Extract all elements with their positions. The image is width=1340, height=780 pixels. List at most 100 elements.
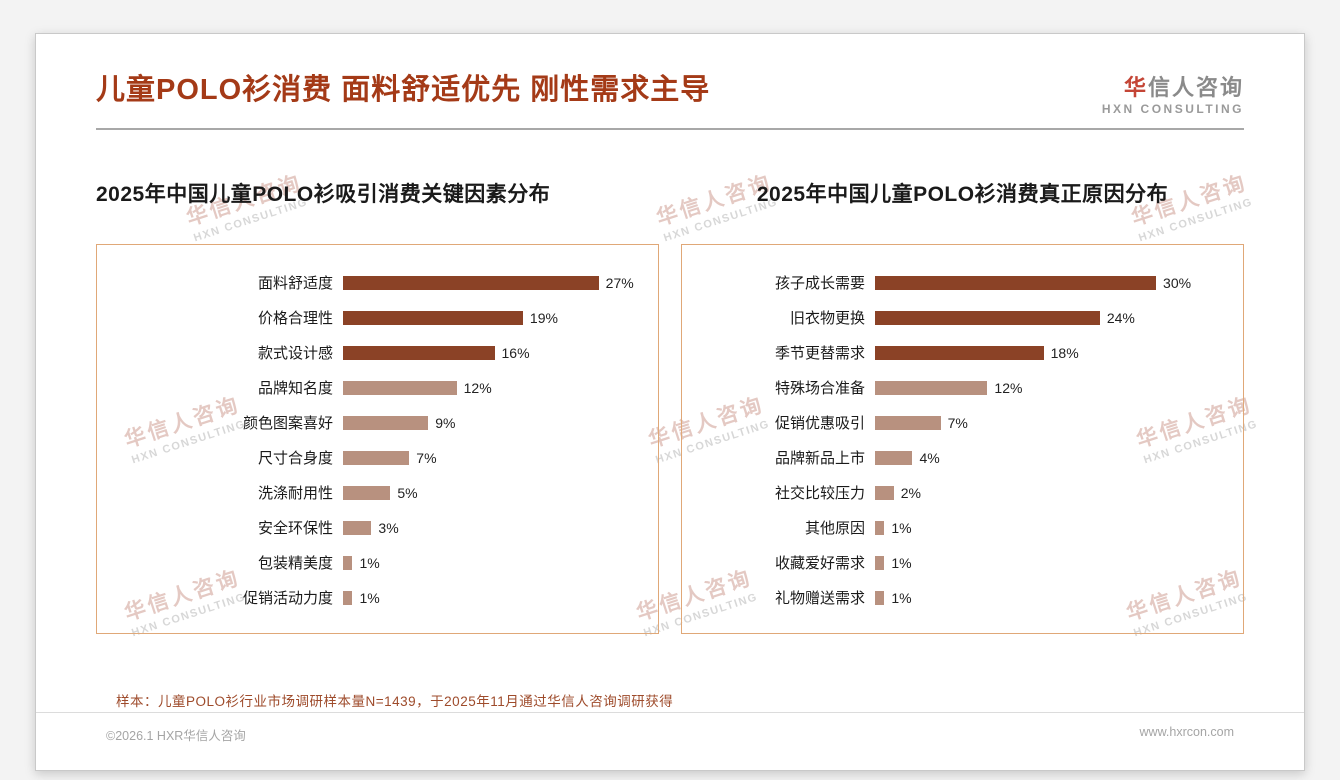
bar-track: 18% — [875, 345, 1231, 361]
bar-category-label: 季节更替需求 — [774, 345, 865, 363]
bar — [343, 310, 523, 325]
logo: 华信人咨询 HXN CONSULTING — [1101, 75, 1244, 117]
bar-category-label: 孩子成长需要 — [774, 275, 865, 293]
bar-category-label: 促销活动力度 — [242, 590, 333, 608]
bar-track: 1% — [875, 555, 1231, 571]
bar-value-label: 5% — [397, 484, 418, 501]
bar-track: 2% — [875, 485, 1231, 501]
bar-value-label: 12% — [994, 379, 1023, 396]
bar-value-label: 1% — [891, 554, 912, 571]
bar-category-label: 品牌新品上市 — [774, 450, 865, 468]
chart-title-key-factors: 2025年中国儿童POLO衫吸引消费关键因素分布 — [96, 183, 551, 207]
copyright-text: ©2026.1 HXR华信人咨询 — [106, 729, 246, 743]
bar-track: 12% — [875, 380, 1231, 396]
bar-category-label: 颜色图案喜好 — [242, 415, 333, 433]
chart-section-real-reasons: 2025年中国儿童POLO衫消费真正原因分布 孩子成长需要 30% 旧衣物更换 24%… — [681, 178, 1244, 635]
bar-row: 旧衣物更换 24% — [690, 300, 1231, 335]
bar-track: 16% — [343, 345, 646, 361]
bar-row: 社交比较压力 2% — [690, 475, 1231, 510]
logo-accent-char: 华 — [1123, 75, 1148, 100]
bar-value-label: 7% — [416, 449, 437, 466]
bar-row: 尺寸合身度 7% — [105, 440, 646, 475]
bar-track: 24% — [875, 310, 1231, 326]
bar-value-label: 1% — [891, 589, 912, 606]
bar-track: 1% — [875, 520, 1231, 536]
bar-row: 促销活动力度 1% — [105, 580, 646, 615]
bar-row: 孩子成长需要 30% — [690, 265, 1231, 300]
bar-category-label: 其他原因 — [804, 520, 865, 538]
bar-category-label: 尺寸合身度 — [257, 450, 333, 468]
logo-en-text: HXN CONSULTING — [1101, 102, 1244, 117]
charts-container: 2025年中国儿童POLO衫吸引消费关键因素分布 面料舒适度 27% 价格合理性 19… — [96, 178, 1244, 635]
bar — [875, 345, 1044, 360]
bar-row: 品牌知名度 12% — [105, 370, 646, 405]
bar-value-label: 4% — [919, 449, 940, 466]
bar — [875, 555, 885, 570]
bar-track: 9% — [343, 415, 646, 431]
bar-value-label: 27% — [605, 274, 634, 291]
bar-category-label: 收藏爱好需求 — [774, 555, 865, 573]
bar — [343, 380, 457, 395]
bar-row: 其他原因 1% — [690, 510, 1231, 545]
bar-category-label: 包装精美度 — [257, 555, 333, 573]
logo-cn-text: 华信人咨询 — [1102, 75, 1244, 100]
bar-category-label: 促销优惠吸引 — [774, 415, 865, 433]
bar — [343, 520, 372, 535]
bar-value-label: 3% — [378, 519, 399, 536]
website-text: www.hxrcon.com — [1139, 725, 1234, 739]
bar-category-label: 品牌知名度 — [257, 380, 333, 398]
bar-row: 安全环保性 3% — [105, 510, 646, 545]
bar — [875, 590, 885, 605]
bar-value-label: 9% — [435, 414, 456, 431]
bar-row: 价格合理性 19% — [105, 300, 646, 335]
bar-category-label: 价格合理性 — [257, 310, 333, 328]
footer: ©2026.1 HXR华信人咨询 www.hxrcon.com — [36, 712, 1304, 744]
bar-track: 1% — [343, 555, 646, 571]
sample-note: 样本：儿童POLO衫行业市场调研样本量N=1439，于2025年11月通过华信人… — [116, 694, 674, 710]
bar-category-label: 款式设计感 — [257, 345, 333, 363]
bar — [875, 450, 913, 465]
bar-track: 7% — [343, 450, 646, 466]
bar-track: 7% — [875, 415, 1231, 431]
bar-row: 季节更替需求 18% — [690, 335, 1231, 370]
bar-track: 19% — [343, 310, 646, 326]
bar-row: 面料舒适度 27% — [105, 265, 646, 300]
bar-track: 4% — [875, 450, 1231, 466]
header: 儿童POLO衫消费 面料舒适优先 刚性需求主导 华信人咨询 HXN CONSUL… — [96, 74, 1244, 116]
bar — [875, 310, 1100, 325]
bar-track: 5% — [343, 485, 646, 501]
bar-row: 礼物赠送需求 1% — [690, 580, 1231, 615]
bar-category-label: 特殊场合准备 — [774, 380, 865, 398]
bar-track: 30% — [875, 275, 1231, 291]
bar-value-label: 1% — [359, 589, 380, 606]
bar-row: 特殊场合准备 12% — [690, 370, 1231, 405]
bar — [343, 485, 391, 500]
bar-value-label: 19% — [529, 309, 558, 326]
chart-box-real-reasons: 孩子成长需要 30% 旧衣物更换 24% 季节更替需求 18% 特殊场合准备 12% 促销优惠吸… — [681, 244, 1244, 635]
bar — [875, 275, 1157, 290]
bar-value-label: 30% — [1163, 274, 1192, 291]
bar-track: 12% — [343, 380, 646, 396]
bar-row: 收藏爱好需求 1% — [690, 545, 1231, 580]
bar-value-label: 7% — [947, 414, 968, 431]
bar — [875, 485, 894, 500]
bar-row: 品牌新品上市 4% — [690, 440, 1231, 475]
bar-track: 1% — [343, 590, 646, 606]
logo-cn-rest: 信人咨询 — [1147, 75, 1244, 100]
bar-row: 洗涤耐用性 5% — [105, 475, 646, 510]
bar-row: 包装精美度 1% — [105, 545, 646, 580]
bar-value-label: 12% — [463, 379, 492, 396]
bar-category-label: 洗涤耐用性 — [257, 485, 333, 503]
bar-row: 促销优惠吸引 7% — [690, 405, 1231, 440]
bar — [875, 380, 988, 395]
bar-value-label: 2% — [900, 484, 921, 501]
bar — [343, 275, 599, 290]
page-title: 儿童POLO衫消费 面料舒适优先 刚性需求主导 — [96, 74, 711, 106]
bar-category-label: 礼物赠送需求 — [774, 590, 865, 608]
bar — [343, 415, 429, 430]
bar — [343, 555, 353, 570]
bar — [343, 590, 353, 605]
slide-page: 华信人咨询 HXN CONSULTING 华信人咨询 HXN CONSULTING 华信… — [35, 33, 1305, 771]
bar-value-label: 16% — [501, 344, 530, 361]
bar-track: 1% — [875, 590, 1231, 606]
